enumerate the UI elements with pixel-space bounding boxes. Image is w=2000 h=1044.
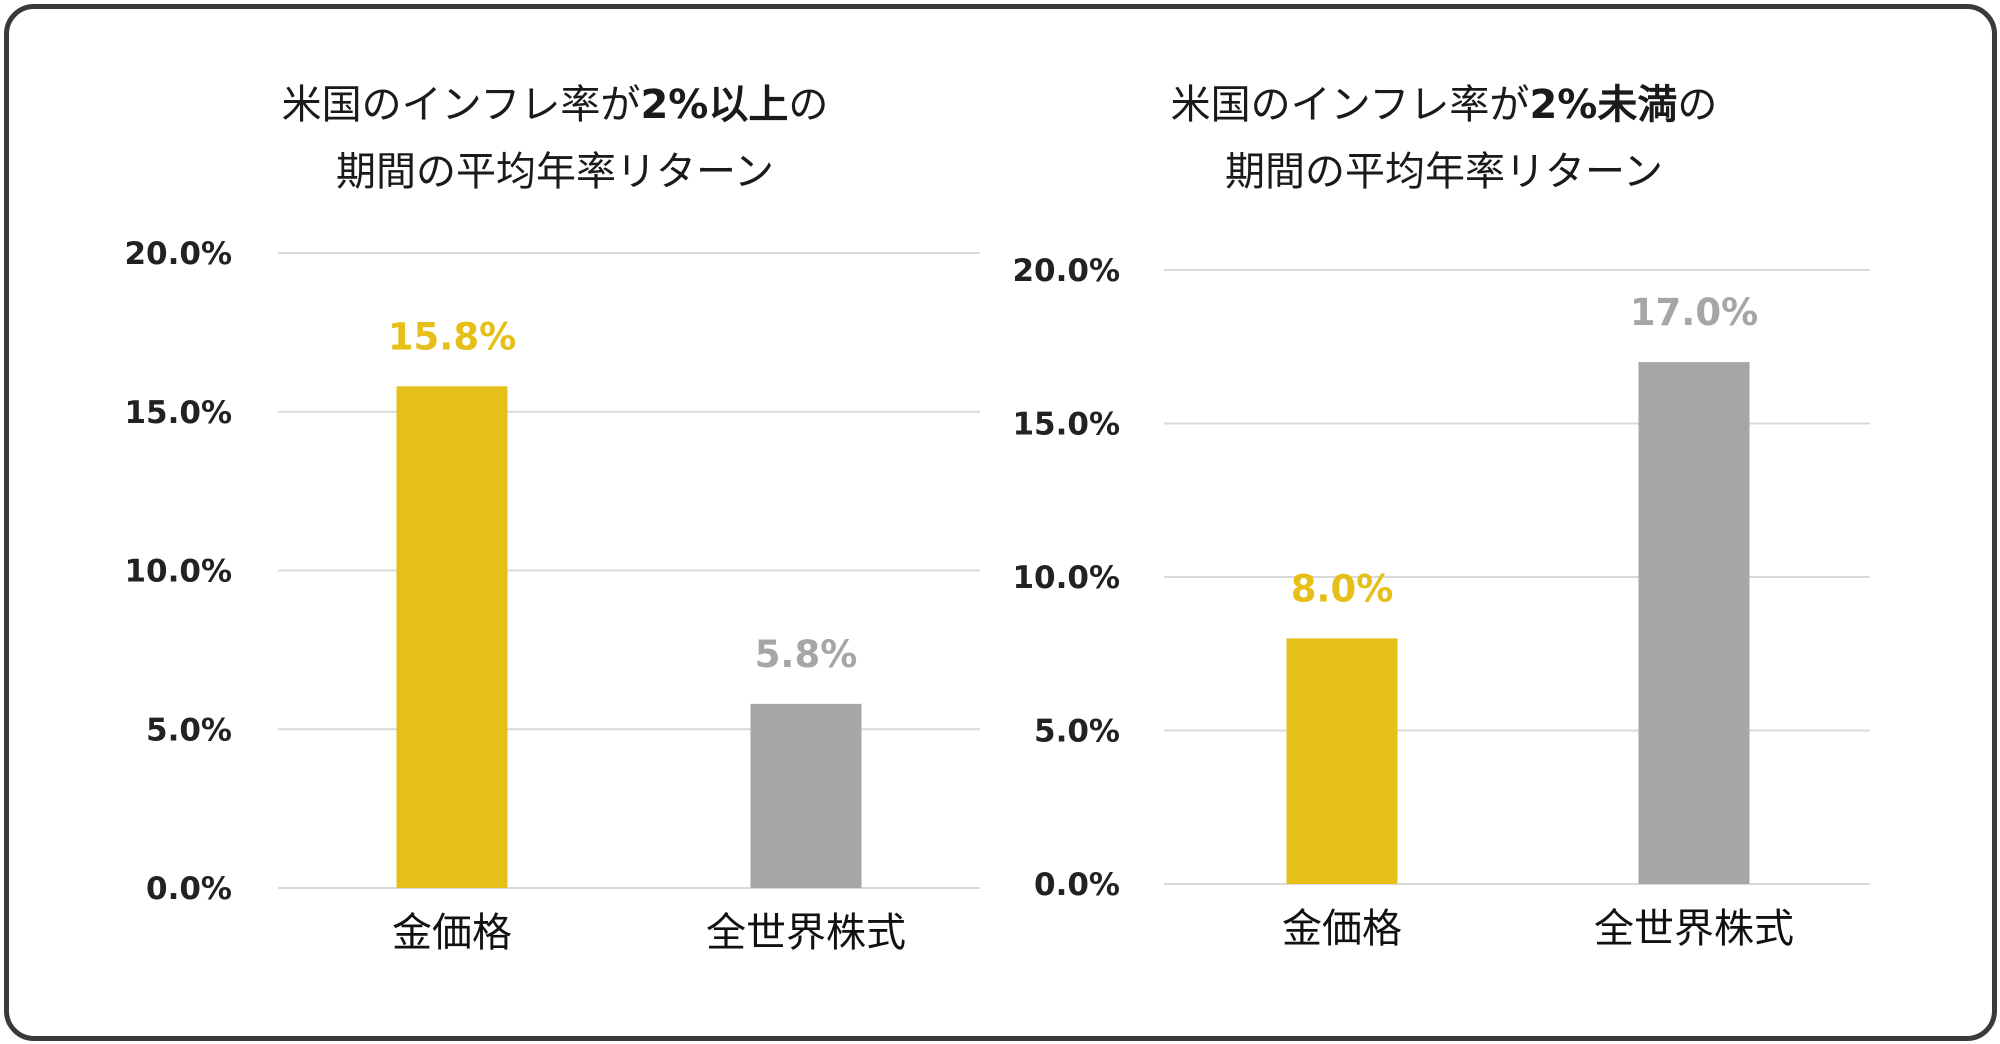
y-tick-label: 20.0% bbox=[124, 236, 232, 272]
data-label: 8.0% bbox=[1291, 567, 1394, 610]
y-tick-label: 0.0% bbox=[1034, 867, 1120, 903]
y-tick-label: 10.0% bbox=[124, 554, 232, 590]
chart-title-text: の bbox=[788, 82, 828, 128]
y-tick-label: 15.0% bbox=[1012, 407, 1120, 443]
chart-title-line1: 米国のインフレ率が2%以上の bbox=[282, 82, 829, 128]
y-tick-label: 15.0% bbox=[124, 395, 232, 431]
y-tick-label: 5.0% bbox=[1034, 714, 1120, 750]
x-category-label: 金価格 bbox=[1282, 906, 1402, 952]
chart-title-text: の bbox=[1677, 82, 1717, 128]
x-category-label: 全世界株式 bbox=[706, 910, 906, 956]
data-label: 17.0% bbox=[1630, 291, 1758, 334]
bar-1 bbox=[1286, 638, 1398, 884]
y-tick-label: 20.0% bbox=[1012, 253, 1120, 289]
chart-title-text: 米国のインフレ率が bbox=[1171, 82, 1530, 128]
bar-2 bbox=[750, 703, 862, 888]
x-category-label: 金価格 bbox=[392, 910, 512, 956]
data-label: 15.8% bbox=[388, 315, 516, 358]
data-label: 5.8% bbox=[755, 633, 858, 676]
chart-title-line2: 期間の平均年率リターン bbox=[1225, 149, 1663, 195]
y-tick-label: 10.0% bbox=[1012, 560, 1120, 596]
chart-title-highlight: 2%未満 bbox=[1529, 82, 1677, 128]
y-tick-label: 5.0% bbox=[146, 712, 232, 748]
y-tick-label: 0.0% bbox=[146, 871, 232, 907]
bar-1 bbox=[396, 386, 508, 888]
chart-title-line2: 期間の平均年率リターン bbox=[336, 149, 774, 195]
chart-title-text: 米国のインフレ率が bbox=[282, 82, 641, 128]
bar-2 bbox=[1638, 362, 1750, 885]
chart-title-line1: 米国のインフレ率が2%未満の bbox=[1171, 82, 1718, 128]
x-category-label: 全世界株式 bbox=[1594, 906, 1794, 952]
chart-title-highlight: 2%以上 bbox=[640, 82, 788, 128]
